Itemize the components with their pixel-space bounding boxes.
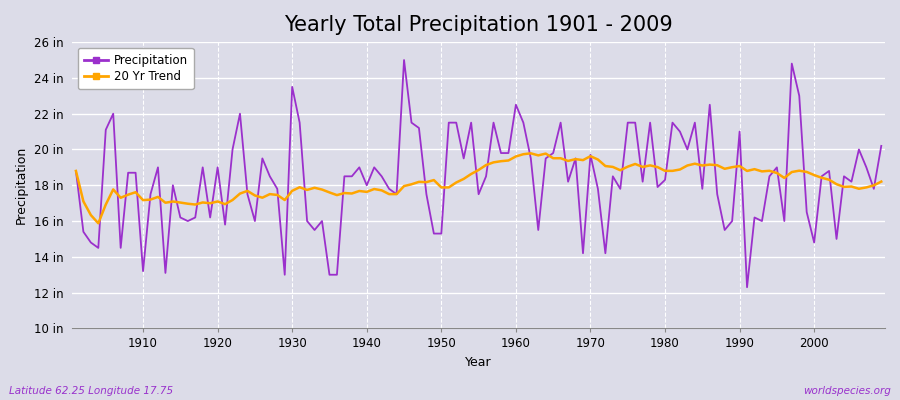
Title: Yearly Total Precipitation 1901 - 2009: Yearly Total Precipitation 1901 - 2009 [284,15,673,35]
X-axis label: Year: Year [465,356,492,369]
Text: worldspecies.org: worldspecies.org [803,386,891,396]
Text: Latitude 62.25 Longitude 17.75: Latitude 62.25 Longitude 17.75 [9,386,173,396]
Legend: Precipitation, 20 Yr Trend: Precipitation, 20 Yr Trend [78,48,194,89]
Y-axis label: Precipitation: Precipitation [15,146,28,224]
